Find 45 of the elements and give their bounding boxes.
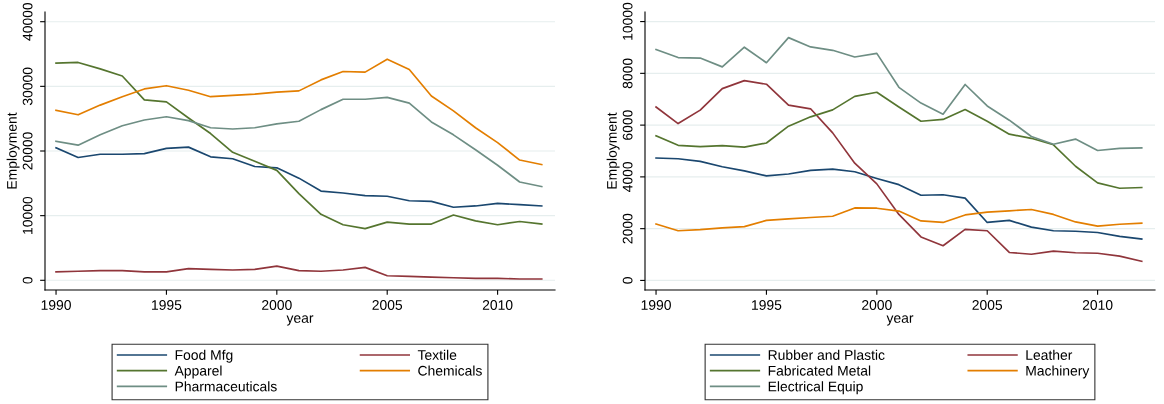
x-tick-label: 2010 [1082, 300, 1113, 310]
x-tick-label: 1990 [641, 300, 671, 310]
line-series [655, 91, 1143, 190]
legend-label: Leather [1026, 349, 1073, 360]
legend-label: Chemicals [418, 365, 482, 376]
legend-label: Rubber and Plastic [768, 349, 885, 360]
x-tick-label: 2005 [372, 300, 403, 310]
line-series [55, 146, 543, 209]
y-axis-title: Employment [6, 112, 20, 189]
line-series [55, 265, 543, 280]
x-tick-label: 2005 [972, 300, 1003, 310]
y-tick-label: 6000 [622, 110, 633, 140]
x-tick-label: 2010 [482, 300, 513, 310]
line-series [655, 157, 1143, 240]
line-series [55, 61, 543, 230]
legend-label: Apparel [174, 365, 222, 379]
legend-label: Electrical Equip [768, 381, 863, 395]
y-tick-label: 0 [622, 277, 633, 284]
y-tick-label: 0 [22, 276, 33, 284]
y-tick-label: 20000 [22, 132, 33, 170]
x-axis-title: year [286, 315, 314, 326]
legend-label: Food Mfg [175, 349, 233, 363]
y-tick-label: 40000 [22, 2, 33, 41]
line-series [655, 36, 1143, 152]
x-tick-label: 1995 [152, 300, 182, 310]
x-tick-label: 1990 [41, 300, 71, 310]
legend-label: Fabricated Metal [768, 365, 871, 376]
legend-label: Textile [417, 349, 457, 360]
line-series [655, 207, 1143, 232]
y-tick-label: 10000 [22, 196, 33, 234]
x-axis-title: year [886, 315, 914, 326]
y-tick-label: 2000 [622, 213, 633, 244]
y-tick-label: 8000 [622, 58, 633, 89]
legend-label: Pharmaceuticals [175, 381, 277, 392]
x-tick-label: 2000 [862, 300, 892, 310]
x-tick-label: 2000 [262, 300, 292, 310]
legend-label: Machinery [1026, 365, 1090, 379]
x-tick-label: 1995 [752, 300, 782, 310]
y-tick-label: 10000 [622, 2, 633, 40]
line-series [655, 79, 1143, 263]
y-axis-title: Employment [606, 112, 620, 189]
line-series [55, 96, 543, 188]
y-tick-label: 30000 [22, 67, 33, 106]
y-tick-label: 4000 [622, 161, 633, 193]
line-series [55, 58, 543, 166]
